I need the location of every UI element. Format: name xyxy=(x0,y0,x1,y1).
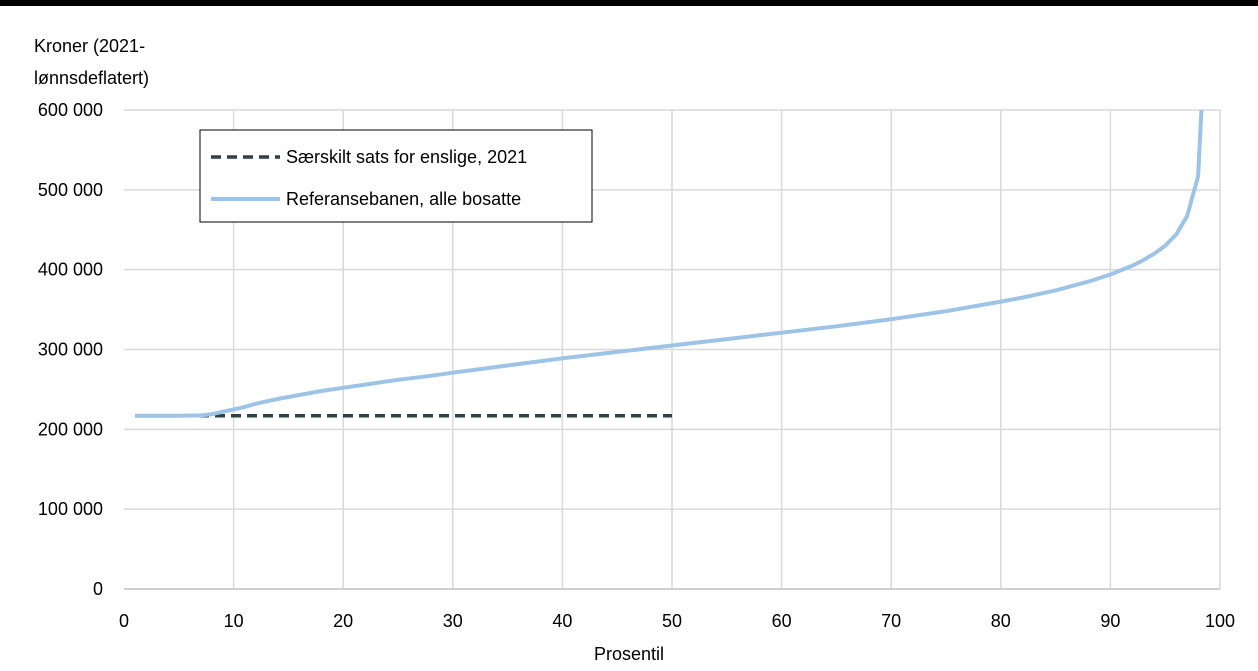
legend-label: Referansebanen, alle bosatte xyxy=(286,189,521,209)
series-line-referansebanen xyxy=(135,109,1204,418)
axes: 0 10 20 30 40 50 60 70 80 90 100 0 100 000 200 000 300… xyxy=(38,100,1235,631)
x-tick-label: 20 xyxy=(333,611,353,631)
top-rule xyxy=(0,0,1258,6)
x-tick-label: 40 xyxy=(552,611,572,631)
y-tick-label: 300 000 xyxy=(38,340,103,360)
y-tick-label: 0 xyxy=(93,579,103,599)
y-axis-title: Kroner (2021- lønnsdeflatert) xyxy=(34,36,150,88)
x-tick-label: 70 xyxy=(881,611,901,631)
x-tick-label: 100 xyxy=(1205,611,1235,631)
x-tick-label: 80 xyxy=(991,611,1011,631)
x-tick-label: 30 xyxy=(443,611,463,631)
x-tick-label: 50 xyxy=(662,611,682,631)
y-tick-label: 500 000 xyxy=(38,180,103,200)
y-tick-label: 200 000 xyxy=(38,419,103,439)
legend-label: Særskilt sats for enslige, 2021 xyxy=(286,147,527,167)
x-axis-title: Prosentil xyxy=(593,644,665,664)
x-tick-label: 0 xyxy=(119,611,129,631)
series-layer xyxy=(135,109,1204,418)
y-tick-label: 100 000 xyxy=(38,499,103,519)
x-tick-label: 60 xyxy=(772,611,792,631)
x-tick-label: 90 xyxy=(1100,611,1120,631)
legend-box xyxy=(199,129,593,223)
y-tick-label: 600 000 xyxy=(38,100,103,120)
y-tick-label: 400 000 xyxy=(38,260,103,280)
legend: Særskilt sats for enslige, 2021 Referanse… xyxy=(199,129,593,223)
x-tick-label: 10 xyxy=(224,611,244,631)
